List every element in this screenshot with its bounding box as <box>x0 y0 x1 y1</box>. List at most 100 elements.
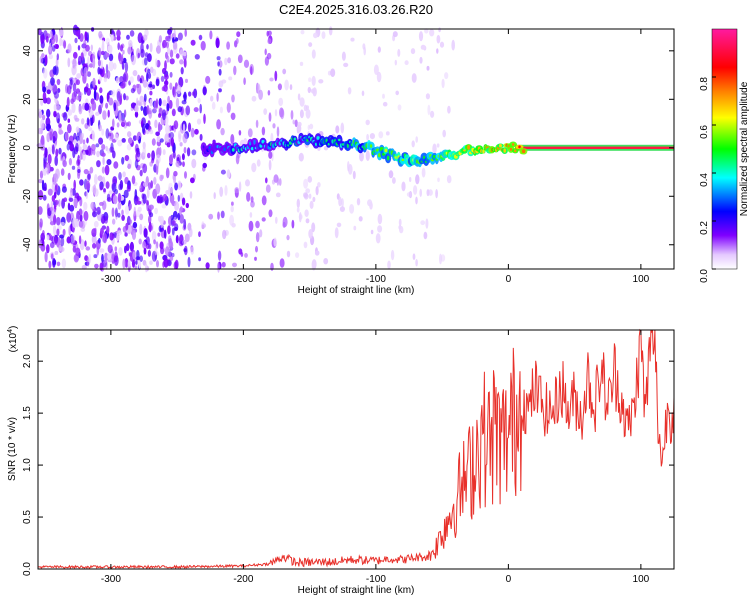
heatmap-cell <box>112 62 117 70</box>
heatmap-cell <box>59 246 65 253</box>
heatmap-cell <box>128 137 133 144</box>
heatmap-cell <box>172 41 178 50</box>
heatmap-cell <box>42 91 47 101</box>
heatmap-cell <box>447 105 451 114</box>
heatmap-cell <box>415 174 420 185</box>
snr-y-tick-label: 2.0 <box>22 354 33 368</box>
heatmap-ridge-core <box>384 148 388 153</box>
heatmap-cell <box>93 149 96 156</box>
heatmap-cell <box>424 28 429 34</box>
heatmap-cell <box>58 199 61 207</box>
heatmap-cell <box>125 95 129 101</box>
heatmap-cell <box>177 194 180 202</box>
heatmap-cell <box>181 153 185 161</box>
heatmap-cell <box>211 101 216 110</box>
heatmap-cell <box>265 184 271 193</box>
heatmap-cell <box>181 100 187 105</box>
heatmap-cell <box>418 31 424 42</box>
heatmap-cell <box>79 33 84 42</box>
heatmap-cell <box>415 136 419 143</box>
heatmap-cell <box>392 177 396 184</box>
heatmap-x-tick-label: -100 <box>366 274 386 285</box>
heatmap-cell <box>215 37 220 49</box>
heatmap-cell <box>367 199 373 207</box>
heatmap-cell <box>274 70 278 82</box>
heatmap-cell <box>105 102 109 109</box>
heatmap-cell <box>186 147 191 157</box>
heatmap-cell <box>178 76 184 88</box>
colorbar-gradient <box>711 28 738 270</box>
heatmap-cell <box>51 195 56 203</box>
heatmap-cell <box>49 221 55 226</box>
heatmap-cell <box>92 51 96 61</box>
heatmap-ridge-core <box>518 145 521 149</box>
heatmap-cell <box>104 216 108 224</box>
heatmap-cell <box>187 122 192 133</box>
heatmap-cell <box>277 83 282 91</box>
heatmap-cell <box>347 87 352 95</box>
heatmap-cell <box>328 26 333 36</box>
heatmap-cell <box>198 231 201 238</box>
snr-x-label: Height of straight line (km) <box>298 585 415 596</box>
heatmap-cell <box>139 255 144 262</box>
heatmap-cell <box>75 95 81 101</box>
heatmap-cell <box>67 202 71 211</box>
heatmap-cell <box>238 248 243 255</box>
heatmap-cell <box>173 261 178 270</box>
heatmap-cell <box>70 78 74 86</box>
heatmap-cell <box>184 171 187 179</box>
heatmap-cell <box>136 100 142 106</box>
heatmap-cell <box>156 260 159 268</box>
heatmap-cell <box>58 147 62 155</box>
heatmap-cell <box>410 48 416 55</box>
heatmap-cell <box>46 132 50 143</box>
heatmap-cell <box>162 193 168 202</box>
heatmap-cell <box>158 107 163 117</box>
heatmap-cell <box>50 77 55 86</box>
heatmap-cell <box>299 109 304 119</box>
heatmap-cell <box>103 188 106 193</box>
heatmap-cell <box>127 158 132 170</box>
heatmap-cell <box>71 91 77 103</box>
heatmap-cell <box>143 93 147 102</box>
heatmap-cell <box>54 155 58 166</box>
heatmap-cell <box>341 51 346 61</box>
heatmap-cell <box>231 223 236 228</box>
heatmap-cell <box>136 83 142 95</box>
heatmap-cell <box>149 66 154 74</box>
heatmap-cell <box>121 214 125 221</box>
heatmap-cell <box>46 244 50 254</box>
heatmap-cell <box>284 79 289 91</box>
heatmap-cell <box>232 262 237 268</box>
heatmap-cell <box>117 139 123 147</box>
heatmap-cell <box>303 193 309 200</box>
heatmap-cell <box>103 77 108 83</box>
heatmap-cell <box>37 28 42 36</box>
heatmap-cell <box>134 104 139 113</box>
heatmap-cell <box>219 186 224 197</box>
heatmap-ridge-core <box>503 148 507 153</box>
heatmap-cell <box>314 250 320 256</box>
heatmap-cell <box>83 39 87 48</box>
heatmap-cell <box>198 257 202 262</box>
heatmap-cell <box>268 209 273 218</box>
heatmap-cell <box>187 256 191 268</box>
heatmap-cell <box>95 143 100 148</box>
heatmap-cell <box>108 97 114 106</box>
heatmap-cell <box>382 93 385 99</box>
heatmap-cell <box>182 123 186 134</box>
heatmap-cell <box>411 73 417 83</box>
heatmap-ridge-core <box>509 147 513 151</box>
heatmap-cell <box>54 199 59 206</box>
heatmap-cell <box>129 203 133 210</box>
heatmap-y-tick-label: -20 <box>22 189 33 204</box>
heatmap-cell <box>365 119 370 126</box>
heatmap-cell <box>236 31 241 38</box>
heatmap-cell <box>89 83 94 90</box>
heatmap-cell <box>216 92 219 102</box>
snr-panel: -300 -200 -100 0 100 0.0 0.5 1.0 1.5 2.0 Height … <box>7 326 675 596</box>
heatmap-cell <box>132 70 138 77</box>
heatmap-cell <box>107 109 110 118</box>
heatmap-ridge-core <box>253 139 256 145</box>
heatmap-cell <box>243 59 250 68</box>
